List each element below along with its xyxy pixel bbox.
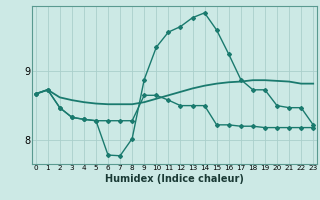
- X-axis label: Humidex (Indice chaleur): Humidex (Indice chaleur): [105, 174, 244, 184]
